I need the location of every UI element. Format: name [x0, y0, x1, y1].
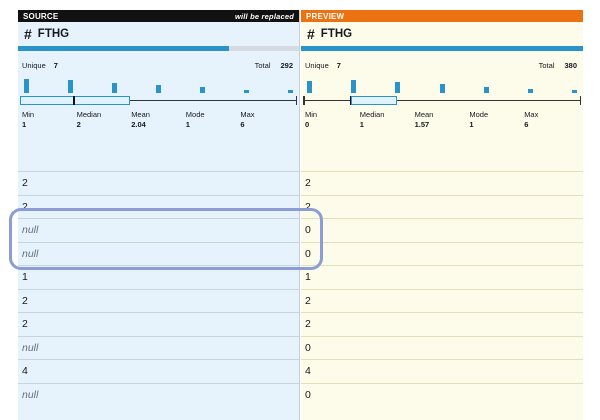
source-stats: Min 1 Median 2 Mean 2.04 Mode 1 Max 6	[18, 107, 299, 151]
source-row[interactable]: null	[18, 382, 299, 407]
preview-row[interactable]: 2	[301, 312, 583, 336]
source-row[interactable]: 2	[18, 171, 299, 195]
preview-column-title[interactable]: # FTHG	[301, 22, 583, 46]
source-column-name: FTHG	[37, 28, 70, 40]
source-header-note: will be replaced	[234, 11, 294, 21]
source-row[interactable]: 2	[18, 312, 299, 336]
source-counts: Unique 7 Total 292	[18, 55, 299, 75]
preview-stat-min: Min 0	[305, 110, 318, 129]
source-stat-mean: Mean 2.04	[131, 110, 150, 129]
preview-pane: PREVIEW # FTHG Unique 7 Total 380 Min 0 Med…	[301, 10, 583, 420]
source-histogram	[24, 75, 293, 95]
source-histogram-bar	[68, 79, 73, 93]
hash-icon: #	[307, 26, 315, 42]
source-boxplot	[20, 95, 297, 107]
source-histogram-bar	[244, 90, 249, 93]
source-boxplot-box	[20, 96, 130, 105]
source-rows: 2 2 null null 1 2 2 null 4 null	[18, 171, 299, 406]
preview-stats: Min 0 Median 1 Mean 1.57 Mode 1 Max 6	[301, 107, 583, 151]
preview-row[interactable]: 2	[301, 171, 583, 195]
source-column-title[interactable]: # FTHG	[18, 22, 299, 46]
preview-total-label: Total	[538, 60, 555, 70]
preview-quality-fill	[301, 46, 583, 51]
preview-row[interactable]: 0	[301, 335, 583, 360]
source-row[interactable]: 4	[18, 359, 299, 383]
preview-histogram-bar	[439, 83, 445, 93]
preview-stat-mean: Mean 1.57	[414, 110, 434, 129]
source-boxplot-whisker	[20, 100, 297, 101]
preview-boxplot-max-tick	[579, 96, 581, 105]
source-histogram-bar	[288, 90, 293, 93]
preview-quality-bar	[301, 46, 583, 51]
source-row[interactable]: null	[18, 335, 299, 360]
preview-boxplot-whisker	[303, 100, 581, 101]
preview-histogram-bar	[527, 88, 533, 93]
source-header-label: SOURCE	[23, 11, 59, 21]
source-row[interactable]: null	[18, 241, 299, 266]
preview-histogram	[307, 75, 577, 95]
source-quality-fill	[18, 46, 229, 51]
source-histogram-bar	[112, 82, 117, 93]
hash-icon: #	[24, 26, 32, 42]
source-row[interactable]: 2	[18, 288, 299, 313]
preview-histogram-bar	[307, 81, 312, 93]
preview-histogram-bar	[483, 86, 489, 93]
preview-row[interactable]: 0	[301, 218, 583, 242]
preview-row[interactable]: 1	[301, 265, 583, 289]
preview-row[interactable]: 2	[301, 288, 583, 313]
preview-rows: 2 2 0 0 1 2 2 0 4 0	[301, 171, 583, 406]
preview-histogram-bar	[572, 90, 577, 93]
preview-column-name: FTHG	[320, 28, 353, 40]
preview-stat-median: Median 1	[359, 110, 385, 129]
preview-stat-mode: Mode 1	[469, 110, 489, 129]
preview-unique-label: Unique	[305, 60, 329, 70]
source-row[interactable]: 1	[18, 265, 299, 289]
source-unique-label: Unique	[22, 60, 46, 70]
preview-row[interactable]: 2	[301, 194, 583, 219]
preview-header: PREVIEW	[301, 10, 583, 22]
preview-row[interactable]: 0	[301, 241, 583, 266]
preview-histogram-bar	[351, 79, 357, 93]
source-total-label: Total	[254, 60, 271, 70]
source-stat-min: Min 1	[22, 110, 35, 129]
source-histogram-bar	[156, 84, 161, 93]
preview-boxplot-min-tick	[303, 96, 305, 105]
source-boxplot-max-tick	[295, 96, 297, 105]
source-header: SOURCE will be replaced	[18, 10, 299, 22]
source-stat-median: Median 2	[76, 110, 102, 129]
preview-boxplot-box	[351, 96, 397, 105]
preview-header-label: PREVIEW	[306, 11, 345, 21]
source-quality-bar	[18, 46, 299, 51]
preview-row[interactable]: 0	[301, 382, 583, 407]
preview-histogram-bar	[395, 81, 401, 93]
source-stat-mode: Mode 1	[185, 110, 205, 129]
preview-boxplot	[303, 95, 581, 107]
preview-total-value: 380	[564, 60, 577, 70]
preview-row[interactable]: 4	[301, 359, 583, 383]
preview-unique-value: 7	[336, 60, 341, 70]
source-stat-max: Max 6	[240, 110, 255, 129]
source-unique-value: 7	[53, 60, 58, 70]
source-pane: SOURCE will be replaced # FTHG Unique 7 T…	[18, 10, 300, 420]
preview-counts: Unique 7 Total 380	[301, 55, 583, 75]
source-row[interactable]: null	[18, 218, 299, 242]
source-row[interactable]: 2	[18, 194, 299, 219]
source-histogram-bar	[24, 79, 29, 93]
preview-stat-max: Max 6	[524, 110, 539, 129]
source-total-value: 292	[280, 60, 293, 70]
source-boxplot-median	[73, 96, 75, 105]
source-histogram-bar	[200, 87, 205, 93]
